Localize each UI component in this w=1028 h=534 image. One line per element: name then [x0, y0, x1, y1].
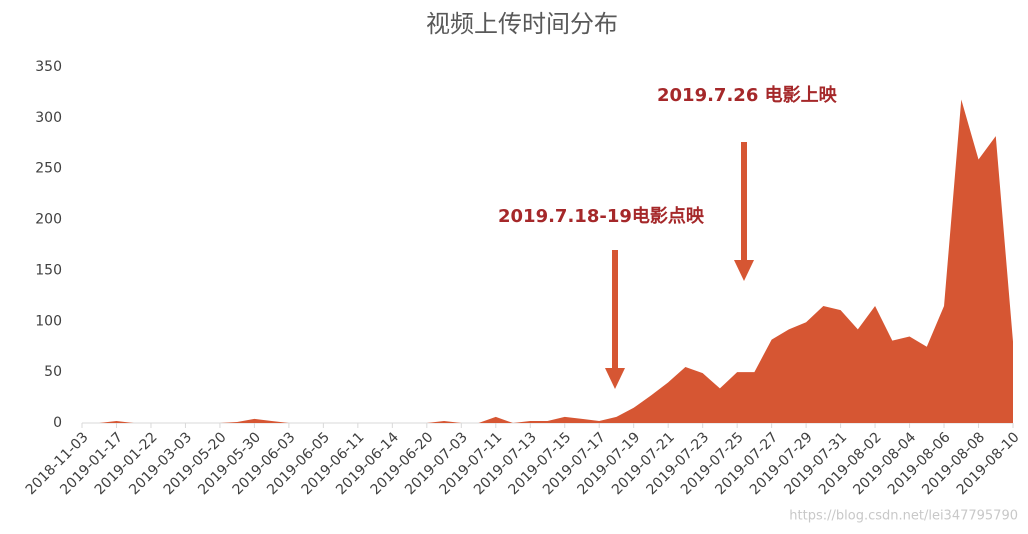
y-tick-label: 50 — [44, 364, 62, 380]
y-tick-label: 100 — [35, 313, 62, 329]
y-tick-label: 0 — [53, 415, 62, 431]
y-tick-label: 200 — [35, 212, 62, 228]
y-tick-label: 150 — [35, 262, 62, 278]
annotation: 2019.7.18-19电影点映 — [498, 205, 705, 227]
y-tick-label: 250 — [35, 161, 62, 177]
annotation: 2019.7.26 电影上映 — [657, 84, 838, 106]
arrow — [734, 142, 754, 281]
y-tick-label: 350 — [35, 59, 62, 75]
area — [82, 99, 1013, 423]
chart-title: 视频上传时间分布 — [426, 10, 618, 38]
y-tick-label: 300 — [35, 110, 62, 126]
arrow — [605, 250, 625, 389]
watermark: https://blog.csdn.net/lei347795790 — [789, 509, 1018, 524]
